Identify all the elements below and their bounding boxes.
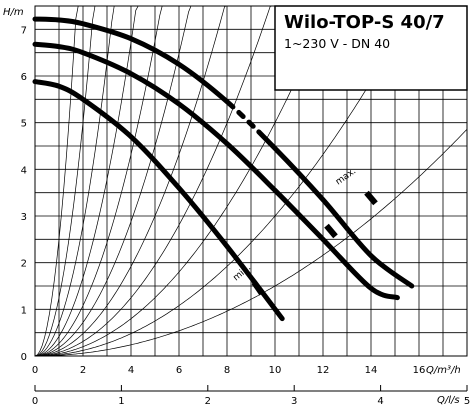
x2-axis: 0 1 2 3 4 5: [32, 385, 470, 407]
pump-curve-1: [32, 16, 415, 289]
x-tick-label: 6: [176, 365, 182, 376]
y-tick-label: 6: [21, 72, 27, 83]
title-box: [274, 5, 468, 91]
markers: [251, 190, 378, 296]
system-curve: [35, 128, 468, 357]
curve-marker: [364, 190, 378, 206]
system-curve: [34, 5, 139, 357]
x-ticks: 0 2 4 6 8 10 12 14 16: [32, 365, 426, 376]
curve-marker: [324, 223, 338, 239]
system-curve: [34, 5, 96, 357]
pump-curve-3: [32, 79, 285, 322]
chart-title: Wilo-TOP-S 40/7: [284, 12, 445, 33]
y-tick-label: 4: [21, 165, 27, 176]
chart-subtitle: 1~230 V - DN 40: [284, 36, 390, 51]
x-tick-label: 8: [224, 365, 230, 376]
x2-tick-label: 5: [464, 396, 470, 407]
system-curve: [34, 5, 115, 357]
x2-tick-label: 3: [291, 396, 297, 407]
pump-curve-2: [32, 41, 400, 301]
x2-tick-label: 1: [118, 396, 124, 407]
y-axis-label: H/m: [3, 7, 24, 18]
x-tick-label: 0: [32, 365, 38, 376]
x-tick-label: 14: [365, 365, 378, 376]
plot-frame: [34, 5, 468, 357]
system-curve: [34, 5, 228, 357]
system-curve: [34, 5, 163, 357]
system-curve: [35, 5, 417, 357]
x-axis-label: Q/m³/h: [426, 365, 461, 376]
y-tick-label: 7: [21, 25, 27, 36]
series-group: [32, 16, 415, 322]
x2-axis-label: Q/l/s: [437, 395, 460, 406]
system-curve: [35, 5, 331, 357]
x2-tick-label: 2: [205, 396, 211, 407]
system-curve: [34, 5, 79, 357]
curve-marker: [251, 280, 265, 296]
y-tick-label: 5: [21, 119, 27, 130]
y-tick-label: 2: [21, 259, 27, 270]
x-tick-label: 12: [317, 365, 330, 376]
x-tick-label: 10: [269, 365, 282, 376]
x2-tick-label: 0: [32, 396, 38, 407]
x-tick-label: 16: [413, 365, 426, 376]
y-ticks: 0 1 2 3 4 5 6 7: [21, 25, 27, 363]
x-tick-label: 2: [80, 365, 86, 376]
y-tick-label: 1: [21, 305, 27, 316]
x2-tick-label: 4: [377, 396, 383, 407]
y-tick-label: 0: [21, 352, 27, 363]
system-curve: [35, 5, 273, 357]
system-curve: [34, 5, 192, 357]
y-tick-label: 3: [21, 212, 27, 223]
min-label: min.: [232, 263, 254, 283]
x-tick-label: 4: [128, 365, 134, 376]
